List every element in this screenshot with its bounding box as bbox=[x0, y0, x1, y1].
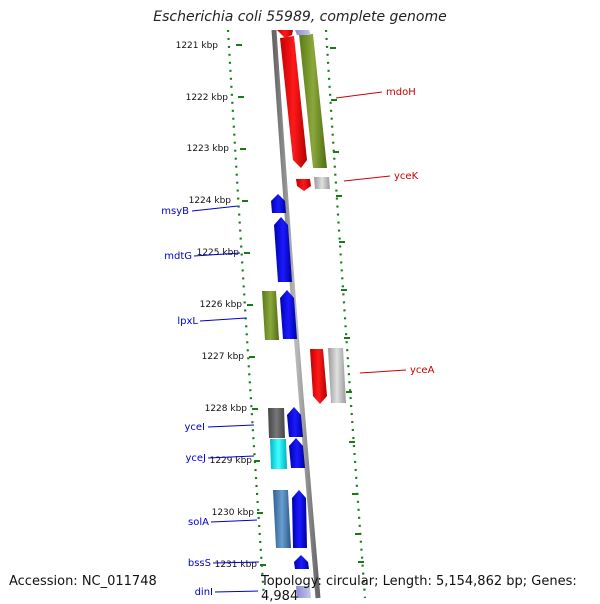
gene-gray-yceA bbox=[328, 348, 346, 403]
gene-olive-top bbox=[299, 34, 327, 168]
gene-gray-yceK bbox=[314, 177, 330, 189]
gene-label-mdoH: mdoH bbox=[386, 87, 416, 98]
outer-dotted-ring bbox=[324, 29, 367, 599]
gene-label-bssS: bssS bbox=[188, 558, 211, 569]
tick-label-1229: 1229 kbp bbox=[210, 456, 253, 466]
tick-label-1226: 1226 kbp bbox=[200, 300, 243, 310]
genome-title: Escherichia coli 55989, complete genome bbox=[153, 9, 447, 25]
tick-label-1222: 1222 kbp bbox=[186, 93, 229, 103]
gene-label-yceK: yceK bbox=[394, 171, 419, 182]
gene-yceI-darkgray bbox=[268, 408, 285, 438]
gene-label-mdtG: mdtG bbox=[164, 251, 192, 262]
gene-label-yceA: yceA bbox=[410, 365, 435, 376]
gene-yceI-blue bbox=[287, 407, 303, 437]
gene-label-lpxL: lpxL bbox=[177, 316, 198, 327]
tick-label-1231: 1231 kbp bbox=[215, 560, 258, 570]
tick-label-1223: 1223 kbp bbox=[187, 144, 230, 154]
tick-label-1230: 1230 kbp bbox=[212, 508, 255, 518]
gene-label-dinI: dinI bbox=[195, 587, 213, 598]
right-ring-tick-dashes bbox=[330, 47, 364, 563]
gene-labels: mdoH yceK yceA msyB mdtG lpxL yceI yceJ … bbox=[161, 87, 434, 598]
gene-lpxL-olive bbox=[262, 291, 279, 340]
gene-dinI-lavender bbox=[296, 586, 311, 598]
tick-label-1227: 1227 kbp bbox=[202, 352, 245, 362]
tick-label-1224: 1224 kbp bbox=[189, 196, 232, 206]
left-ring-tick-dashes bbox=[236, 44, 266, 566]
gene-label-msyB: msyB bbox=[161, 206, 189, 217]
tick-label-1221: 1221 kbp bbox=[176, 41, 219, 51]
gene-yceJ-cyan bbox=[270, 439, 287, 469]
gene-mdtG-blue bbox=[274, 217, 292, 282]
gene-yceJ-blue bbox=[289, 438, 305, 468]
gene-yceA-red bbox=[310, 349, 327, 404]
tick-label-1228: 1228 kbp bbox=[205, 404, 248, 414]
gene-msyB-blue bbox=[271, 194, 286, 213]
gene-bssS-blue bbox=[294, 555, 309, 569]
gene-solA-blue bbox=[292, 490, 307, 548]
gene-label-yceI: yceI bbox=[184, 422, 205, 433]
accession-text: Accession: NC_011748 bbox=[9, 574, 157, 589]
gene-mdoH-red bbox=[280, 36, 307, 168]
gene-small-red bbox=[296, 179, 311, 191]
tick-label-1225: 1225 kbp bbox=[197, 248, 240, 258]
leader-lines bbox=[191, 91, 407, 593]
tick-labels: 1221 kbp 1222 kbp 1223 kbp 1224 kbp 1225… bbox=[176, 41, 258, 570]
gene-lpxL-blue bbox=[280, 290, 297, 339]
gene-solA-steel bbox=[273, 490, 291, 548]
gene-top-red-arrow bbox=[277, 30, 293, 38]
gene-top-lavender bbox=[295, 30, 311, 35]
gene-label-yceJ: yceJ bbox=[185, 453, 206, 464]
gene-label-solA: solA bbox=[188, 517, 209, 528]
